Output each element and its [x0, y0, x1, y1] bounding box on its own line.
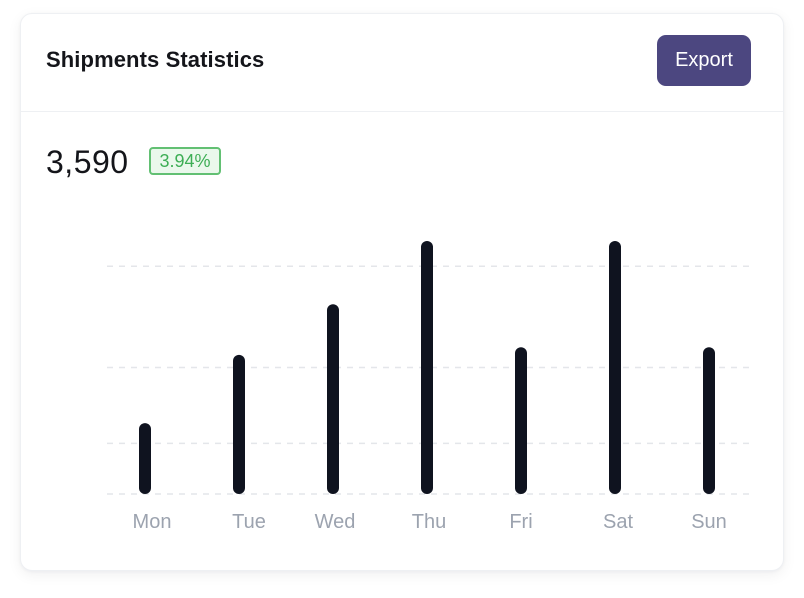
bar-thu[interactable]: [421, 241, 433, 494]
x-tick-label-fri: Fri: [509, 511, 532, 533]
x-tick-label-tue: Tue: [232, 511, 266, 533]
shipments-statistics-card: Shipments Statistics Export 3,590 3.94% …: [20, 13, 784, 571]
bar-sat[interactable]: [609, 241, 621, 494]
x-tick-label-thu: Thu: [412, 511, 446, 533]
export-button[interactable]: Export: [657, 35, 751, 86]
x-tick-label-mon: Mon: [133, 511, 172, 533]
shipments-bar-chart: Mon Tue Wed Thu Fri Sat Sun: [107, 241, 751, 533]
bar-wed[interactable]: [327, 304, 339, 494]
card-header: Shipments Statistics Export: [21, 14, 783, 112]
total-shipments-value: 3,590: [46, 144, 129, 180]
x-tick-label-wed: Wed: [315, 511, 356, 533]
bar-tue[interactable]: [233, 354, 245, 494]
change-percentage-badge: 3.94%: [149, 147, 221, 175]
bar-mon[interactable]: [139, 423, 151, 494]
bar-sun[interactable]: [703, 347, 715, 494]
bar-fri[interactable]: [515, 347, 527, 494]
x-tick-label-sat: Sat: [603, 511, 633, 533]
x-tick-label-sun: Sun: [691, 511, 727, 533]
card-title: Shipments Statistics: [46, 47, 265, 72]
